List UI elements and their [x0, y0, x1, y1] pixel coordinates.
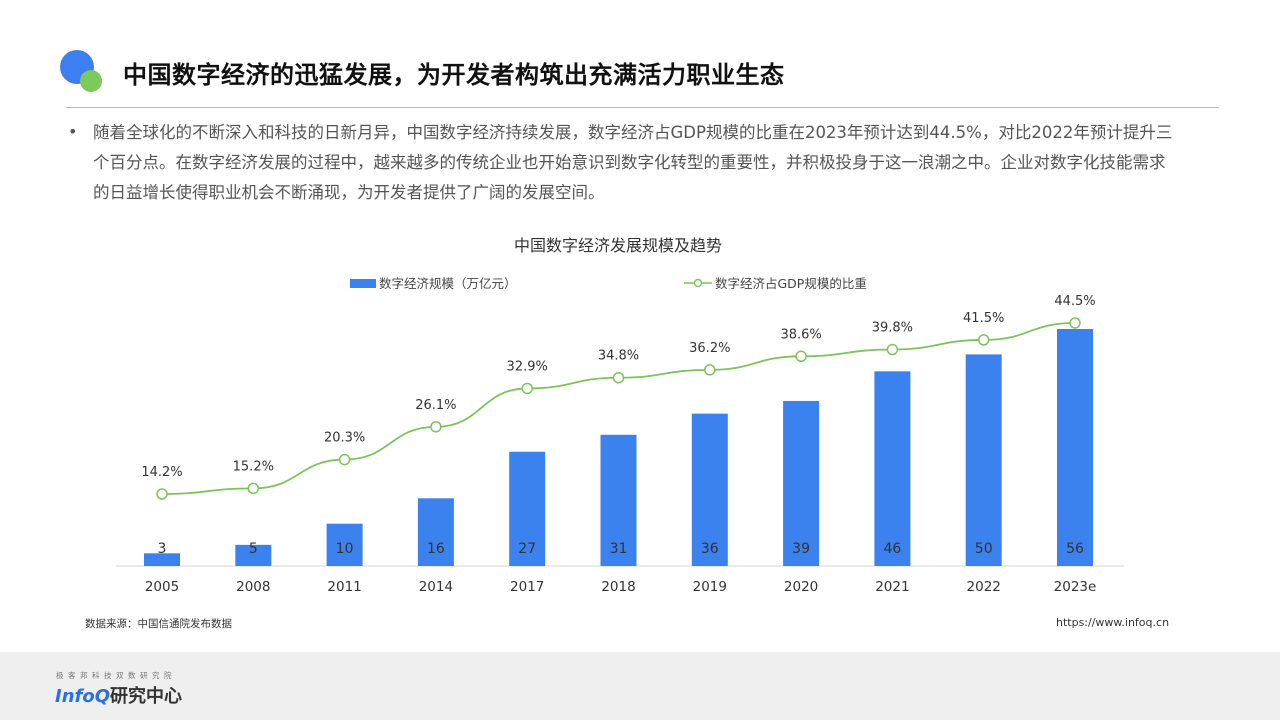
x-tick-label: 2023e [1054, 579, 1097, 595]
title-divider [66, 107, 1219, 108]
legend-swatch-bar [350, 279, 376, 288]
series-line [161, 322, 1076, 495]
line-point [521, 382, 533, 395]
legend-label-bar: 数字经济规模（万亿元） [379, 276, 517, 291]
line-point [704, 364, 716, 376]
bullet-dot: • [68, 122, 78, 141]
line-point [338, 453, 351, 466]
line-value-label: 39.8% [872, 321, 913, 336]
bar [417, 498, 454, 566]
line-value-label: 26.1% [415, 398, 456, 413]
line-value-label: 34.8% [598, 349, 639, 364]
line-value-label: 14.2% [141, 465, 182, 480]
data-source-note: 数据来源：中国信通院发布数据 [85, 618, 232, 630]
line-point [1069, 317, 1081, 329]
footer-tagline: 极客邦科技双数研究院 [56, 671, 176, 680]
bar [326, 523, 363, 566]
bar [874, 371, 911, 566]
x-tick-label: 2005 [145, 579, 179, 595]
bar-value-label: 36 [701, 541, 719, 557]
bar [965, 354, 1002, 566]
x-tick-label: 2017 [510, 579, 544, 595]
green-dot-icon [80, 70, 102, 92]
brand-name-infoq: InfoQ [55, 686, 111, 707]
bar-value-label: 16 [427, 541, 445, 557]
bar [509, 451, 546, 566]
x-tick-label: 2008 [236, 579, 270, 595]
bar-value-label: 10 [336, 541, 354, 557]
bar-value-label: 5 [249, 541, 258, 557]
brand-name-research: 研究中心 [110, 686, 183, 707]
line-value-label: 32.9% [507, 359, 548, 374]
line-point [977, 334, 990, 346]
bar-value-label: 56 [1066, 541, 1084, 557]
bar [235, 544, 272, 566]
bar [600, 434, 637, 566]
chart-title: 中国数字经济发展规模及趋势 [514, 236, 722, 255]
bar [691, 413, 728, 566]
bar-value-label: 46 [883, 541, 901, 557]
line-point [795, 350, 807, 363]
x-tick-label: 2014 [419, 579, 453, 595]
bar-value-label: 39 [792, 541, 810, 557]
line-value-label: 36.2% [689, 341, 730, 356]
line-value-label: 15.2% [233, 459, 274, 474]
x-tick-label: 2020 [784, 579, 818, 595]
footer-brand-logo: InfoQ研究中心 [55, 682, 182, 708]
line-value-label: 41.5% [963, 311, 1004, 326]
page-title: 中国数字经济的迅猛发展，为开发者构筑出充满活力职业生态 [123, 61, 785, 89]
bar-value-label: 31 [610, 541, 628, 557]
x-tick-label: 2019 [693, 579, 727, 595]
bar-value-label: 3 [158, 541, 167, 557]
legend-swatch-marker [693, 278, 703, 288]
brand-dots-logo [60, 50, 106, 94]
line-point [886, 343, 899, 356]
bar [144, 553, 180, 566]
source-url: https://www.infoq.cn [1056, 616, 1170, 629]
x-tick-label: 2022 [967, 579, 1001, 595]
line-point [430, 421, 442, 433]
bar-value-label: 27 [518, 541, 536, 557]
body-paragraph: 随着全球化的不断深入和科技的日新月异，中国数字经济持续发展，数字经济占GDP规模… [93, 123, 1173, 202]
bar-value-label: 50 [975, 541, 993, 557]
legend-label-line: 数字经济占GDP规模的比重 [715, 276, 867, 291]
bar [1057, 329, 1093, 566]
line-point [612, 371, 625, 384]
x-tick-label: 2018 [601, 579, 635, 595]
x-tick-label: 2011 [327, 579, 361, 595]
line-value-label: 20.3% [324, 431, 365, 446]
line-point [247, 482, 260, 495]
line-point [156, 488, 168, 500]
footer-bar: 极客邦科技双数研究院 InfoQ研究中心 [0, 652, 1280, 720]
line-value-label: 44.5% [1054, 294, 1095, 309]
bar [783, 400, 820, 566]
x-tick-label: 2021 [875, 579, 909, 595]
line-value-label: 38.6% [780, 327, 821, 342]
